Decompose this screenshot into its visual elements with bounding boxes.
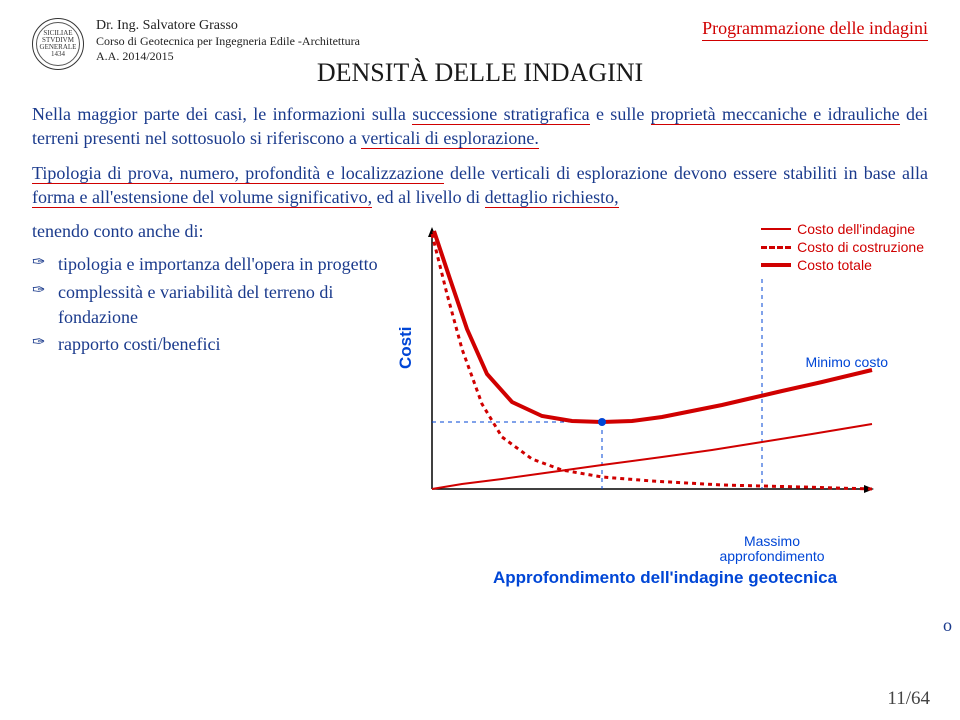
p2-c: forma e all'estensione del volume signif… — [32, 187, 372, 208]
p1-d: proprietà meccaniche e idrauliche — [651, 104, 900, 125]
p1-b: successione stratigrafica — [412, 104, 589, 125]
p2-d: ed al livello di — [372, 187, 484, 207]
p2-b: delle verticali di esplorazione devono e… — [444, 163, 928, 183]
cost-chart: Costi Approfondimento dell'indagine geot… — [402, 219, 928, 559]
section-title: Programmazione delle indagini — [702, 18, 928, 41]
bullet-icon: ✑ — [32, 332, 50, 354]
left-intro: tenendo conto anche di: — [32, 219, 382, 244]
bullet-3-text: rapporto costi/benefici — [58, 332, 220, 357]
legend-row-3: Costo totale — [761, 257, 924, 273]
p1-a: Nella maggior parte dei casi, le informa… — [32, 104, 412, 124]
annotation-max-depth: Massimo approfondimento — [712, 534, 832, 563]
bullet-1-text: tipologia e importanza dell'opera in pro… — [58, 252, 378, 277]
paragraph-1: Nella maggior parte dei casi, le informa… — [32, 102, 928, 151]
left-column: tenendo conto anche di: ✑ tipologia e im… — [32, 219, 382, 559]
bullet-2: ✑ complessità e variabilità del terreno … — [32, 280, 382, 330]
legend-swatch-2 — [761, 246, 791, 249]
bullet-3: ✑ rapporto costi/benefici — [32, 332, 382, 357]
legend-label-3: Costo totale — [797, 257, 872, 273]
seal-text: SICILIAE STVDIVM GENERALE 1434 — [33, 30, 83, 58]
legend-swatch-3 — [761, 263, 791, 267]
university-seal-icon: SICILIAE STVDIVM GENERALE 1434 — [32, 18, 84, 70]
page-number: 11/64 — [887, 688, 930, 710]
bullet-icon: ✑ — [32, 280, 50, 302]
chart-legend: Costo dell'indagine Costo di costruzione… — [761, 221, 924, 275]
legend-row-1: Costo dell'indagine — [761, 221, 924, 237]
bullet-2-text: complessità e variabilità del terreno di… — [58, 280, 382, 330]
bullet-icon: ✑ — [32, 252, 50, 274]
legend-swatch-1 — [761, 228, 791, 230]
bullet-1: ✑ tipologia e importanza dell'opera in p… — [32, 252, 382, 277]
stray-char: o — [943, 615, 952, 636]
chart-xlabel: Approfondimento dell'indagine geotecnica — [402, 569, 928, 588]
p1-f: verticali di esplorazione. — [361, 128, 538, 149]
legend-row-2: Costo di costruzione — [761, 239, 924, 255]
paragraph-2: Tipologia di prova, numero, profondità e… — [32, 161, 928, 210]
legend-label-2: Costo di costruzione — [797, 239, 924, 255]
professor-name: Dr. Ing. Salvatore Grasso — [96, 18, 690, 34]
legend-label-1: Costo dell'indagine — [797, 221, 915, 237]
annotation-min-cost: Minimo costo — [806, 355, 888, 370]
course-name: Corso di Geotecnica per Ingegneria Edile… — [96, 34, 690, 49]
chart-ylabel: Costi — [396, 327, 416, 370]
body-text: Nella maggior parte dei casi, le informa… — [32, 102, 928, 209]
p2-e: dettaglio richiesto, — [485, 187, 619, 208]
p1-c: e sulle — [590, 104, 651, 124]
p2-a: Tipologia di prova, numero, profondità e… — [32, 163, 444, 184]
